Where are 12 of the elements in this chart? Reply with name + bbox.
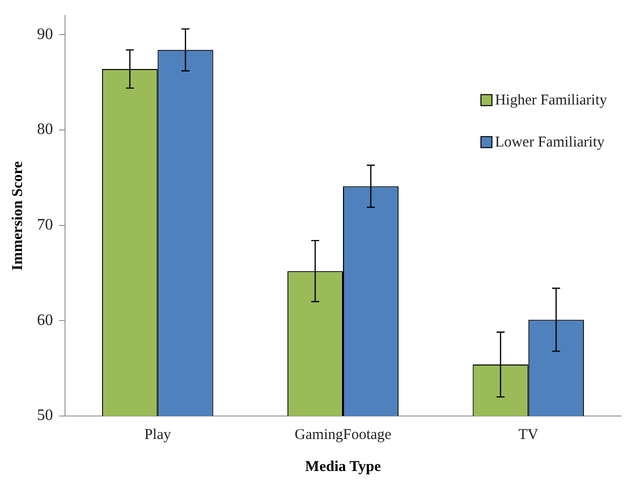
y-tick-label: 60 [37, 312, 53, 329]
y-tick-label: 50 [37, 407, 53, 424]
y-tick-label: 90 [37, 26, 53, 43]
legend-label: Lower Familiarity [494, 134, 605, 151]
x-tick-label: GamingFootage [294, 426, 392, 443]
x-tick-label: Play [144, 426, 172, 443]
y-axis-title: Immersion Score [10, 160, 26, 270]
x-axis-title: Media Type [305, 458, 382, 475]
y-tick-label: 70 [37, 216, 53, 234]
y-tick-label: 80 [37, 121, 53, 138]
x-tick-label: TV [518, 426, 538, 443]
legend-label: Higher Familiarity [494, 92, 608, 109]
